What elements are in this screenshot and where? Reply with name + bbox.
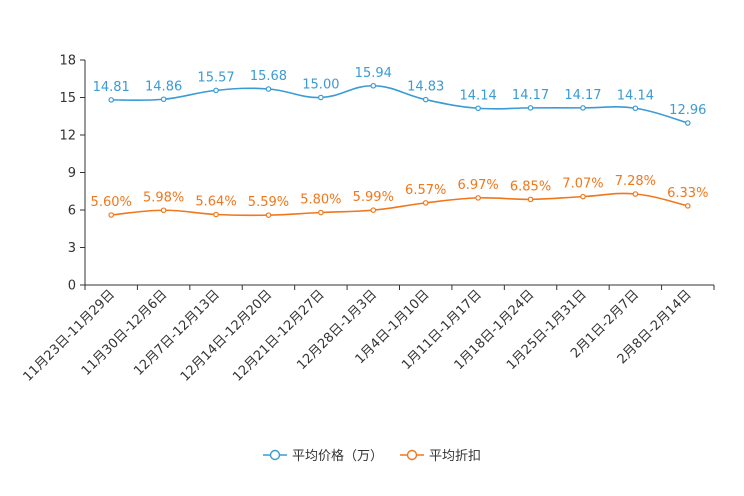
data-point xyxy=(160,96,167,103)
axes: 036912151811月23日-11月29日11月30日-12月6日12月7日… xyxy=(21,54,715,385)
y-tick-label: 9 xyxy=(68,166,76,181)
data-label: 5.64% xyxy=(195,195,236,210)
x-tick-label: 11月23日-11月29日 xyxy=(21,287,118,384)
data-point xyxy=(213,87,219,94)
data-point xyxy=(422,96,429,103)
data-labels: 14.81 14.86 15.57 15.68 15.00 15.94 14.83 14.14… xyxy=(91,66,709,210)
data-point xyxy=(213,211,219,218)
data-point xyxy=(527,105,534,111)
legend-item-0[interactable]: 平均价格（万） xyxy=(263,448,383,464)
data-point xyxy=(318,209,324,216)
data-label: 14.17 xyxy=(564,88,601,103)
y-tick-label: 12 xyxy=(59,129,76,144)
data-label: 6.33% xyxy=(667,186,708,201)
data-label: 12.96 xyxy=(669,103,706,118)
data-point xyxy=(684,203,691,209)
legend-marker-icon xyxy=(406,449,418,461)
data-point xyxy=(160,207,167,214)
data-label: 5.99% xyxy=(353,190,394,205)
y-tick-label: 3 xyxy=(68,241,76,256)
series-line-0 xyxy=(111,84,689,124)
y-tick-label: 15 xyxy=(59,91,76,106)
data-point xyxy=(527,196,534,203)
data-point xyxy=(265,212,272,218)
data-point xyxy=(108,97,115,103)
data-label: 15.57 xyxy=(197,70,234,85)
data-label: 6.97% xyxy=(457,178,498,193)
data-label: 5.98% xyxy=(143,190,184,205)
data-label: 14.17 xyxy=(512,88,549,103)
data-label: 15.00 xyxy=(302,78,339,93)
data-label: 7.28% xyxy=(615,174,656,189)
legend-item-1[interactable]: 平均折扣 xyxy=(400,449,481,464)
data-point xyxy=(632,105,639,112)
data-label: 5.80% xyxy=(300,193,341,208)
legend: 平均价格（万） 平均折扣 xyxy=(263,448,481,464)
y-tick-label: 18 xyxy=(59,54,76,69)
data-point xyxy=(422,200,429,206)
data-label: 14.83 xyxy=(407,80,444,95)
data-point xyxy=(265,86,272,92)
data-point xyxy=(684,120,691,126)
data-point xyxy=(475,105,481,112)
data-label: 6.57% xyxy=(405,183,446,198)
x-tick-label: 12月14日-12月20日 xyxy=(178,287,275,384)
y-tick-label: 6 xyxy=(68,204,76,219)
series-layer xyxy=(108,82,691,218)
legend-marker-icon xyxy=(269,449,281,461)
data-point xyxy=(370,207,377,213)
data-label: 7.07% xyxy=(562,177,603,192)
data-label: 15.94 xyxy=(355,66,392,81)
x-tick-label: 12月21日-12月27日 xyxy=(230,287,327,384)
data-point xyxy=(475,195,481,201)
data-point xyxy=(580,193,586,200)
series-line-1 xyxy=(111,192,688,217)
data-label: 6.85% xyxy=(510,179,551,194)
data-label: 14.14 xyxy=(617,88,654,103)
data-point xyxy=(370,82,377,89)
legend-label: 平均价格（万） xyxy=(292,448,383,464)
data-point xyxy=(580,105,586,111)
data-label: 5.60% xyxy=(91,195,132,210)
data-label: 14.81 xyxy=(93,80,130,95)
data-label: 5.59% xyxy=(248,195,289,210)
data-point xyxy=(632,191,639,197)
data-label: 14.86 xyxy=(145,79,182,94)
data-label: 15.68 xyxy=(250,69,287,84)
legend-label: 平均折扣 xyxy=(429,449,481,464)
data-label: 14.14 xyxy=(460,88,497,103)
data-point xyxy=(318,94,324,101)
data-point xyxy=(108,212,115,218)
y-tick-label: 0 xyxy=(68,279,76,294)
